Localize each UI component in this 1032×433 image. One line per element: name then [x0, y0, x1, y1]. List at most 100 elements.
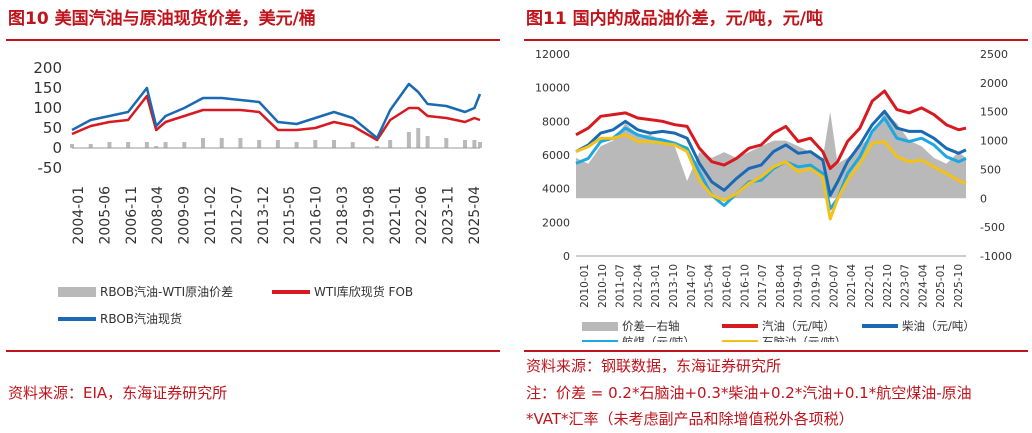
- x-tick-label: 2021-01: [388, 186, 404, 245]
- spread-bar: [70, 144, 74, 148]
- spread-bar: [350, 142, 355, 148]
- legend-label: 汽油（元/吨）: [762, 319, 835, 333]
- y-tick-label: 200: [33, 59, 62, 77]
- spread-bar: [463, 140, 468, 148]
- legend-swatch: [58, 287, 96, 297]
- x-tick-label: 2010-01: [579, 264, 591, 308]
- x-tick-label: 2023-07: [900, 264, 912, 308]
- series-line-3: [575, 133, 967, 221]
- x-tick-label: 2006-11: [124, 186, 140, 245]
- x-tick-label: 2018-03: [335, 186, 351, 245]
- x-tick-label: 2013-10: [668, 264, 680, 308]
- spread-bar: [444, 138, 449, 148]
- x-tick-label: 2022-01: [864, 264, 876, 308]
- x-tick-label: 2011-02: [203, 186, 219, 245]
- x-tick-label: 2020-07: [828, 264, 840, 308]
- spread-bar: [388, 140, 393, 148]
- spread-bar: [472, 140, 477, 148]
- left-figure-title: 图10 美国汽油与原油现货价差，美元/桶: [8, 9, 316, 29]
- x-tick-label: 2025-01: [935, 264, 947, 308]
- x-tick-label: 2012-04: [632, 264, 644, 308]
- x-tick-label: 2021-04: [846, 264, 858, 308]
- spread-bar: [375, 146, 380, 148]
- x-tick-label: 2011-07: [615, 264, 627, 308]
- left-chart-panel: 200 150 100 50 0 -50 2004-01 2005-06 2006-11 200…: [10, 52, 498, 342]
- y-tick-label-left: 2000: [542, 216, 570, 229]
- series-line-0: [575, 89, 967, 170]
- right-figure-title: 图11 国内的成品油价差，元/吨，元/吨: [526, 9, 823, 29]
- x-tick-label: 2010-10: [597, 264, 609, 308]
- y-tick-label: 150: [33, 79, 62, 97]
- spread-bar: [238, 138, 243, 148]
- right-note-line-2: *VAT*汇率（未考虑副产品和除增值税外各项税）: [526, 410, 854, 428]
- x-tick-label: 2017-07: [757, 264, 769, 308]
- legend-label: 石脑油（元/吨）: [762, 335, 846, 342]
- legend-label: RBOB汽油-WTI原油价差: [100, 284, 233, 299]
- y-tick-label-left: 4000: [542, 183, 570, 196]
- y-tick-label: 0: [52, 139, 62, 157]
- spread-bar: [154, 146, 159, 148]
- spread-bar: [126, 142, 131, 148]
- y-tick-label: 100: [33, 99, 62, 117]
- right-note-line-1: 注：价差 = 0.2*石脑油+0.3*柴油+0.2*汽油+0.1*航空煤油-原油: [526, 384, 972, 402]
- left-legend: RBOB汽油-WTI原油价差 WTI库欣现货 FOB RBOB汽油现货: [58, 284, 413, 326]
- legend-label: WTI库欣现货 FOB: [314, 284, 413, 299]
- legend-label: RBOB汽油现货: [100, 311, 182, 326]
- spread-bar: [219, 138, 224, 148]
- spread-bar: [88, 144, 93, 148]
- x-tick-label: 2015-04: [704, 264, 716, 308]
- x-tick-label: 2024-04: [917, 264, 929, 308]
- spread-bar: [201, 138, 206, 148]
- right-source: 资料来源：钢联数据，东海证券研究所: [526, 357, 782, 375]
- y-tick-label-left: 6000: [542, 149, 570, 162]
- y-tick-label-right: -500: [980, 221, 1005, 234]
- y-tick-label-right: 0: [980, 192, 987, 205]
- x-tick-label: 2014-07: [686, 264, 698, 308]
- legend-swatch: [582, 322, 618, 331]
- y-tick-label-left: 12000: [535, 48, 570, 61]
- x-tick-label: 2018-04: [775, 264, 787, 308]
- x-tick-label: 2009-09: [177, 186, 193, 245]
- y-tick-label-right: 500: [980, 163, 1001, 176]
- y-tick-label-right: 2500: [980, 48, 1008, 61]
- left-chart-svg: 200 150 100 50 0 -50 2004-01 2005-06 2006-11 200…: [33, 59, 483, 326]
- x-tick-label: 2019-08: [361, 186, 377, 245]
- x-tick-label: 2016-01: [721, 264, 733, 308]
- series-line-wti-fob: [71, 94, 481, 142]
- spread-bar: [425, 136, 430, 148]
- left-source: 资料来源：EIA，东海证券研究所: [8, 384, 228, 402]
- y-tick-label-left: 8000: [542, 115, 570, 128]
- x-tick-label: 2004-01: [71, 186, 87, 245]
- y-tick-label-right: -1000: [980, 250, 1012, 263]
- x-tick-label: 2016-10: [739, 264, 751, 308]
- right-bottom-rule: [524, 350, 1028, 352]
- x-tick-label: 2025-10: [953, 264, 965, 308]
- spread-bar: [107, 142, 112, 148]
- legend-label: 价差—右轴: [622, 319, 680, 333]
- spread-bar: [144, 142, 149, 148]
- x-tick-label: 2023-11: [441, 186, 457, 245]
- spread-bar: [406, 132, 411, 148]
- x-tick-label: 2015-05: [282, 186, 298, 245]
- x-tick-label: 2025-04: [467, 186, 483, 245]
- right-legend: 价差—右轴 汽油（元/吨） 柴油（元/吨） 航煤（元/吨） 石脑油（元/吨）: [582, 319, 975, 349]
- x-tick-label: 2012-07: [229, 186, 245, 245]
- y-tick-label-right: 2000: [980, 77, 1008, 90]
- right-title-rule: [524, 39, 1028, 41]
- y-tick-label-right: 1000: [980, 135, 1008, 148]
- x-tick-label: 2019-10: [811, 264, 823, 308]
- y-tick-label-right: 1500: [980, 106, 1008, 119]
- y-tick-label-left: 10000: [535, 82, 570, 95]
- left-title-rule: [6, 39, 500, 41]
- spread-bar: [416, 128, 421, 148]
- spread-bar: [257, 140, 262, 148]
- x-tick-label: 2013-01: [650, 264, 662, 308]
- spread-bar: [478, 142, 482, 148]
- x-tick-label: 2019-01: [793, 264, 805, 308]
- series-line-rbob: [71, 82, 482, 140]
- y-tick-label-left: 0: [563, 250, 570, 263]
- x-tick-label: 2005-06: [97, 186, 113, 245]
- spread-bar: [163, 142, 168, 148]
- spread-bar: [275, 140, 280, 148]
